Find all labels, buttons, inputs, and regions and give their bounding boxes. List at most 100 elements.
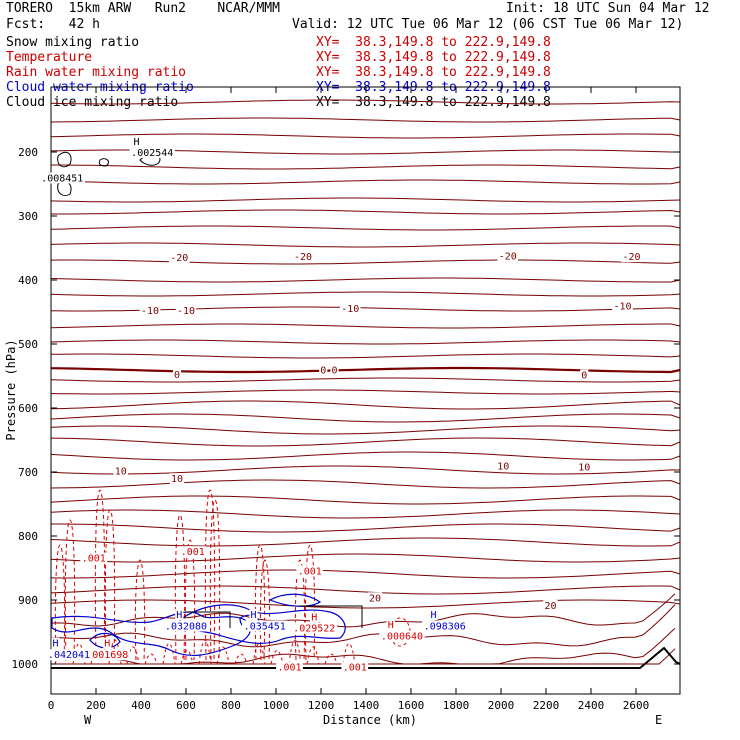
temperature-label-bg [367,592,383,604]
rain-label-bg [296,565,324,577]
temperature-label: -10 [177,306,195,317]
y-tick-label: 400 [18,274,38,287]
isotherm-line [50,242,681,248]
isotherm-line [50,99,681,105]
x-tick-label: 2600 [623,699,650,712]
rain-contours [54,489,411,665]
cloud-water-label: H [52,639,58,650]
rain-label-bg [103,637,112,649]
temperature-label: 10 [497,461,509,472]
x-tick-label: 400 [131,699,151,712]
rain-label: .001 [82,554,106,565]
rain-contour [234,653,248,665]
temperature-label-bg [172,368,182,380]
rain-contour [198,639,212,665]
cloud-water-contour [89,632,121,649]
isotherm-line [50,277,681,283]
cloud-water-label-bg [249,608,258,620]
cloud-water-label: .098306 [424,621,466,632]
legend-rain-xy: XY= 38.3,149.8 to 222.9,149.8 [316,65,551,80]
rain-label: .001 [181,547,205,558]
rain-label-bg [276,661,303,673]
isotherm-line [50,366,681,374]
rain-contour [204,489,216,661]
snow-label: .008451 [41,173,83,184]
rain-label: .001 [343,662,367,673]
rain-label-bg [310,611,319,623]
valid-time: Valid: 12 UTC Tue 06 Mar 12 (06 CST Tue … [292,17,684,32]
isotherm-line [50,353,681,359]
rain-contour [144,653,158,665]
temperature-label-bg [330,364,339,376]
west-label: W [84,713,92,727]
temperature-label-bg [543,599,558,611]
rain-label: .000640 [381,632,423,643]
rain-label: H [104,639,110,650]
rain-contour [288,639,302,665]
legend-rain: Rain water mixing ratio [6,65,187,80]
y-tick-label: 800 [18,530,38,543]
rain-label: .001 [277,662,301,673]
temperature-label-bg [175,304,197,316]
rain-contour [94,489,106,661]
isotherm-line [50,599,681,609]
temperature-label-bg [319,364,328,376]
rain-contour [180,650,194,665]
isotherm-line [50,479,681,489]
isotherm-line [50,117,681,123]
legend-cloud-ice-xy: XY= 38.3,149.8 to 222.9,149.8 [316,95,551,110]
temperature-label: 10 [578,463,590,474]
y-tick-label: 200 [18,146,38,159]
x-tick-label: 2000 [488,699,515,712]
snow-label: H [133,137,139,148]
cloud-water-label: H [250,610,256,621]
cloud-water-label: H [176,610,182,621]
isotherm-line [51,523,681,533]
temperature-label: -20 [622,252,640,263]
x-tick-label: 200 [86,699,106,712]
temperature-label-bg [169,473,185,485]
isotherm-line [50,509,681,519]
legend-temperature-xy: XY= 38.3,149.8 to 222.9,149.8 [316,50,551,65]
temperature-label-bg [497,250,519,262]
isotherm-line [50,413,681,423]
temperature-label: 0 [320,365,326,376]
rain-contour [216,646,230,665]
x-tick-label: 1200 [308,699,335,712]
cloud-water-contour [51,611,251,656]
cloud-water-label-bg [242,620,288,632]
temperature-label-bg [621,251,642,263]
isotherm-line [50,437,681,447]
rain-contour [184,539,196,661]
x-tick-label: 1400 [353,699,380,712]
rain-label: H [388,620,394,631]
temperature-label-bg [496,460,511,472]
isotherm-line [50,553,681,563]
ice-contour [185,611,231,628]
x-tick-label: 2400 [578,699,605,712]
rain-contour [259,559,271,661]
y-tick-label: 300 [18,210,38,223]
isotherm-line [50,593,676,628]
ice-contour [300,605,363,628]
legend-cloud-ice: Cloud ice mixing ratio [6,95,179,110]
isotherm-line [50,585,681,595]
rain-contour [174,514,186,661]
y-tick-label: 900 [18,594,38,607]
rain-label-bg [341,661,369,673]
east-label: E [655,713,662,727]
rain-label-bg [80,552,108,564]
temperature-label-bg [339,303,361,314]
isotherm-line [51,209,681,215]
ground-line [51,646,681,669]
rain-contour [306,646,320,665]
x-tick-label: 0 [48,699,55,712]
rain-contour [126,646,140,665]
x-tick-label: 1800 [443,699,470,712]
isotherm-line [50,291,681,297]
rain-label-bg [386,619,395,631]
x-tick-label: 1600 [398,699,425,712]
rain-label-bg [179,546,207,558]
snow-contour [57,151,72,168]
rain-contour [254,544,266,661]
